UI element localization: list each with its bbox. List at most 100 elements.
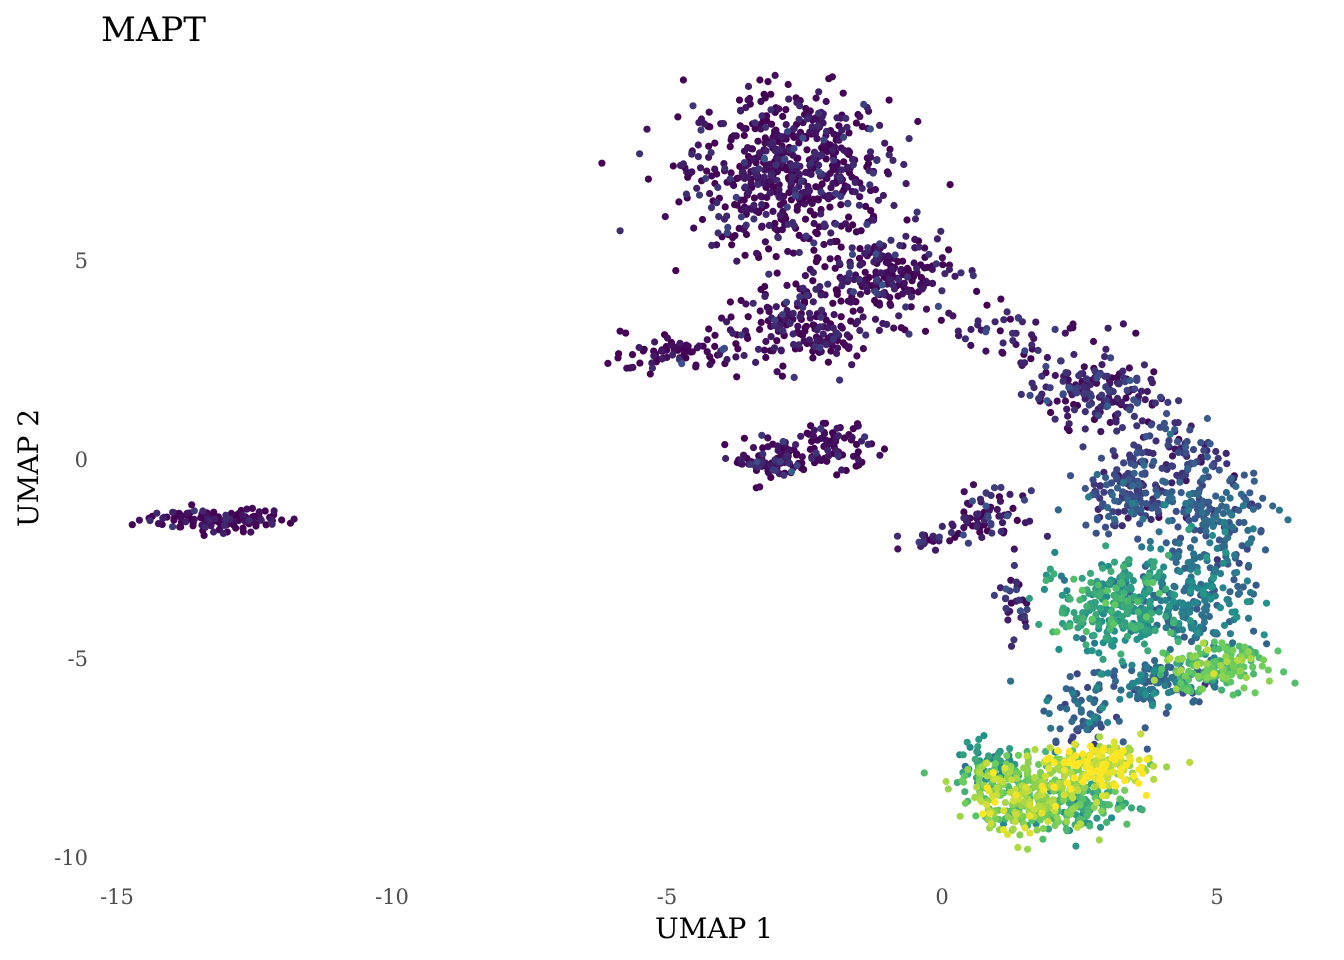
data-point <box>1193 662 1201 670</box>
data-point <box>1028 379 1036 387</box>
data-point <box>993 784 1001 792</box>
data-point <box>889 281 897 289</box>
data-point <box>770 344 779 352</box>
data-point <box>1085 764 1093 772</box>
data-point <box>1085 719 1093 727</box>
data-point <box>991 798 999 806</box>
data-point <box>1238 542 1246 550</box>
data-point <box>1186 758 1194 767</box>
data-point <box>808 199 816 207</box>
data-point <box>1002 604 1010 613</box>
data-point <box>1198 685 1207 693</box>
data-point <box>1243 598 1251 606</box>
data-point <box>1050 783 1058 791</box>
data-point <box>1066 472 1075 480</box>
data-point <box>1130 412 1138 420</box>
data-point <box>1184 559 1192 567</box>
data-point <box>1081 425 1089 433</box>
data-point <box>928 265 936 274</box>
data-point <box>1074 624 1082 632</box>
data-point <box>1183 437 1191 446</box>
data-point <box>210 508 218 516</box>
data-point <box>1035 620 1043 629</box>
data-point <box>1223 460 1231 468</box>
data-point <box>993 505 1001 514</box>
data-point <box>262 521 270 529</box>
data-point <box>1171 425 1179 434</box>
data-point <box>1113 484 1122 492</box>
data-point <box>1070 609 1078 617</box>
data-point <box>1108 491 1116 499</box>
data-point <box>744 144 752 152</box>
data-point <box>1213 556 1221 564</box>
data-point <box>848 155 857 163</box>
data-point <box>1061 766 1069 774</box>
data-point <box>1191 515 1199 523</box>
data-point <box>1156 568 1164 577</box>
data-point <box>727 313 735 321</box>
data-point <box>837 322 845 330</box>
data-point <box>1154 507 1162 515</box>
data-point <box>969 272 977 280</box>
data-point <box>921 244 929 252</box>
data-point <box>1126 376 1134 385</box>
data-point <box>177 523 185 531</box>
data-point <box>821 429 829 438</box>
data-point <box>1089 337 1098 346</box>
data-point <box>1199 475 1207 483</box>
data-point <box>1149 563 1157 571</box>
data-point <box>1078 586 1086 595</box>
data-point <box>1038 372 1046 380</box>
data-point <box>1146 585 1154 594</box>
data-point <box>835 259 843 267</box>
data-point <box>1259 656 1268 664</box>
data-point <box>976 790 984 798</box>
data-point <box>1010 636 1018 644</box>
data-point <box>650 352 658 360</box>
data-point <box>751 125 759 133</box>
data-point <box>829 440 837 449</box>
data-point <box>840 158 848 166</box>
data-point <box>1264 666 1272 674</box>
data-point <box>766 160 775 168</box>
data-point <box>1250 469 1258 477</box>
data-point <box>848 361 856 369</box>
data-point <box>829 324 837 332</box>
data-point <box>1045 764 1053 773</box>
data-point <box>1218 495 1226 503</box>
data-point <box>822 436 830 444</box>
data-point <box>1140 361 1148 369</box>
data-point <box>742 104 750 112</box>
data-point <box>1194 629 1202 637</box>
data-point <box>1065 420 1073 428</box>
data-point <box>1102 473 1110 482</box>
data-point <box>1114 410 1122 418</box>
data-point <box>1120 459 1128 467</box>
data-point <box>961 788 969 796</box>
data-point <box>747 179 755 187</box>
data-point <box>1107 608 1115 616</box>
data-point <box>1119 320 1127 328</box>
data-point <box>1164 663 1172 671</box>
data-point <box>974 317 982 325</box>
data-point <box>890 324 898 332</box>
data-point <box>1168 452 1177 460</box>
data-point <box>159 514 167 522</box>
data-point <box>766 189 775 197</box>
data-point <box>1251 689 1259 697</box>
data-point <box>773 337 781 345</box>
data-point <box>771 316 779 324</box>
data-point <box>703 336 711 344</box>
data-point <box>1093 683 1101 692</box>
data-point <box>1203 453 1211 461</box>
data-point <box>776 211 784 219</box>
data-point <box>1104 324 1112 332</box>
data-point <box>705 142 713 150</box>
data-point <box>257 516 265 524</box>
data-point <box>708 241 716 249</box>
data-point <box>896 241 904 250</box>
data-point <box>1129 577 1137 585</box>
data-point <box>769 466 777 474</box>
data-point <box>758 431 766 439</box>
data-point <box>795 115 803 123</box>
